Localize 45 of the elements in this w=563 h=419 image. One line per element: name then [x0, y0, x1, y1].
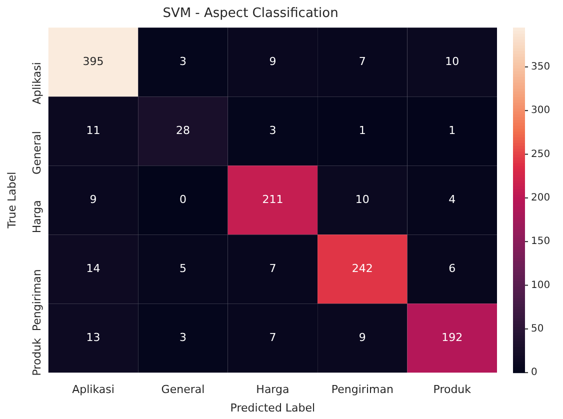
color-bar-label: 50: [531, 324, 544, 335]
color-bar-label: 250: [531, 148, 550, 160]
data-label: 13: [86, 330, 100, 344]
x-tick-label: Pengiriman: [331, 383, 394, 396]
data-label: 3: [179, 330, 186, 344]
data-label: 1: [358, 124, 366, 137]
data-label: 9: [90, 192, 97, 206]
data-label: 11: [86, 124, 100, 137]
data-label: 14: [86, 262, 100, 275]
data-label: 4: [448, 192, 456, 206]
data-label: 9: [269, 54, 276, 68]
data-label: 9: [358, 330, 366, 344]
data-label: 395: [82, 54, 104, 68]
x-axis-title: Predicted Label: [230, 401, 316, 414]
color-bar-label: 0: [531, 367, 538, 378]
data-label: 10: [355, 192, 370, 206]
color-bar-label: 200: [531, 192, 550, 204]
color-bar-label: 150: [531, 236, 550, 248]
data-label: 242: [352, 262, 373, 275]
x-tick-label: Aplikasi: [72, 383, 114, 396]
data-label: 3: [269, 124, 276, 137]
color-bar-label: 350: [531, 62, 550, 72]
y-tick-label: Pengiriman: [30, 269, 44, 332]
data-label: 5: [179, 262, 186, 275]
data-label: 0: [179, 192, 186, 206]
data-label: 10: [445, 54, 460, 68]
x-tick-label: General: [161, 383, 205, 396]
data-label: 1: [448, 124, 456, 137]
data-label: 7: [269, 262, 276, 275]
data-label: 6: [448, 262, 456, 275]
y-axis-title: True Label: [5, 172, 18, 230]
data-label: 211: [262, 192, 284, 206]
data-label: 28: [176, 124, 190, 137]
data-label: 192: [442, 330, 463, 344]
color-bar-label: 300: [531, 105, 550, 116]
x-tick-label: Harga: [256, 383, 290, 396]
data-label: 7: [269, 330, 276, 344]
x-tick-label: Produk: [433, 383, 472, 396]
y-tick-label: Aplikasi: [30, 62, 44, 104]
data-label: 7: [358, 54, 366, 68]
chart-title: SVM - Aspect Classification: [162, 6, 338, 22]
y-tick-label: General: [30, 131, 44, 174]
y-tick-label: Harga: [30, 200, 44, 234]
color-bar-label: 100: [531, 280, 550, 291]
data-label: 3: [179, 54, 186, 68]
